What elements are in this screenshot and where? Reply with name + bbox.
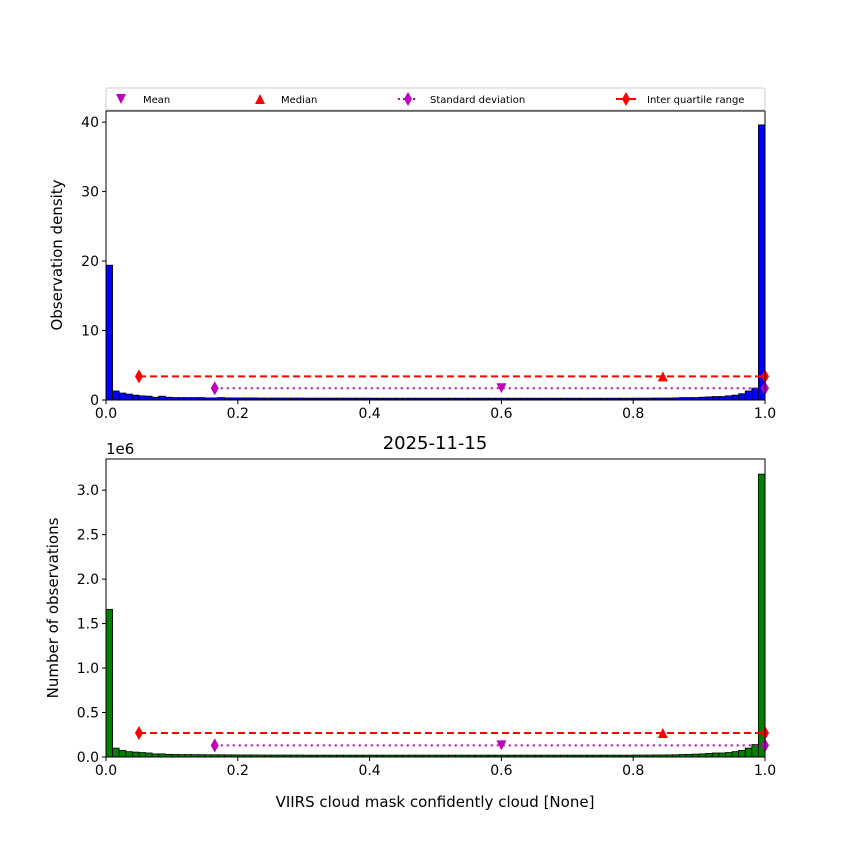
- x-tick-label: 1.0: [754, 763, 776, 779]
- legend-median: Median: [281, 95, 317, 106]
- histogram-bar: [751, 387, 759, 401]
- histogram-bar: [718, 752, 726, 758]
- x-tick-label: 0.4: [358, 763, 380, 779]
- histogram-bar: [105, 608, 113, 758]
- histogram-bar: [138, 395, 146, 401]
- legend-std: Standard deviation: [430, 95, 525, 106]
- histogram-bar: [738, 749, 746, 758]
- legend-iqr: Inter quartile range: [647, 95, 744, 106]
- y-tick-label: 30: [81, 185, 99, 201]
- mean-marker-icon: [116, 94, 126, 104]
- mean-marker: [496, 740, 507, 751]
- histogram-bar: [131, 751, 140, 758]
- count-histogram-axes: 0.0 0.2 0.4 0.6 0.8 1.0 0.0 0.5 1.0 1.5 2.0 2.5 3.0: [77, 458, 776, 779]
- density-histogram-axes: 0.0 0.2 0.4 0.6 0.8 1.0 0 10 20 30 40: [81, 110, 776, 422]
- x-tick-label: 0.8: [622, 763, 644, 779]
- histogram-bar: [738, 393, 746, 401]
- iqr-marker: [134, 725, 143, 740]
- median-marker-icon: [255, 94, 265, 104]
- x-tick-label: 1.0: [754, 406, 776, 422]
- y-tick-label: 0.0: [77, 750, 99, 766]
- offset-label: 1e6: [106, 440, 134, 458]
- legend: Mean Median Standard deviation Inter qua…: [105, 87, 766, 111]
- histogram-bar: [131, 394, 140, 401]
- histogram-bar: [718, 396, 726, 401]
- axes-frame: [105, 458, 766, 758]
- x-axis-label: VIIRS cloud mask confidently cloud [None…: [276, 793, 595, 811]
- histogram-bar: [125, 751, 133, 758]
- y-tick-label: 2.5: [77, 528, 99, 544]
- chart-title: 2025-11-15: [383, 433, 488, 454]
- legend-mean: Mean: [143, 95, 170, 106]
- median-marker: [657, 727, 668, 738]
- histogram-bar: [112, 747, 120, 758]
- std-marker-icon: [404, 92, 412, 106]
- histogram-bar: [118, 392, 127, 401]
- std-marker: [210, 381, 219, 396]
- histogram-bar: [112, 390, 120, 401]
- y-tick-label: 40: [81, 115, 99, 131]
- histogram-bar: [744, 390, 753, 401]
- histogram-bar: [118, 749, 127, 758]
- axes-frame: [105, 110, 766, 401]
- histogram-bar: [758, 124, 766, 401]
- y-tick-label: 0.5: [77, 706, 99, 722]
- y-tick-label: 20: [81, 254, 99, 270]
- x-tick-label: 0.6: [490, 763, 512, 779]
- x-tick-label: 0.4: [358, 406, 380, 422]
- mean-marker: [496, 383, 507, 394]
- x-tick-label: 0.0: [95, 406, 117, 422]
- x-tick-label: 0.2: [227, 406, 249, 422]
- histogram-bar: [744, 747, 753, 758]
- histogram-bar: [145, 395, 153, 401]
- histogram-bar: [705, 753, 713, 758]
- y-tick-label: 0: [90, 393, 99, 409]
- y-axis-label-bottom: Number of observations: [44, 517, 62, 698]
- iqr-marker-icon: [622, 92, 630, 106]
- y-tick-label: 1.0: [77, 661, 99, 677]
- y-tick-label: 1.5: [77, 617, 99, 633]
- x-tick-label: 0.2: [227, 763, 249, 779]
- iqr-marker: [134, 369, 143, 384]
- median-marker: [657, 371, 668, 382]
- y-axis-label-top: Observation density: [48, 179, 66, 330]
- x-tick-label: 0.8: [622, 406, 644, 422]
- histogram-bar: [145, 752, 153, 758]
- histogram-bar: [711, 752, 720, 758]
- y-tick-label: 10: [81, 324, 99, 340]
- histogram-bar: [711, 396, 720, 401]
- x-tick-label: 0.0: [95, 763, 117, 779]
- histogram-bar: [731, 751, 740, 758]
- y-tick-label: 3.0: [77, 483, 99, 499]
- histogram-bar: [105, 264, 113, 401]
- histogram-bar: [138, 752, 146, 758]
- std-marker: [210, 738, 219, 753]
- histogram-bar: [725, 395, 733, 401]
- histogram-bar: [158, 395, 166, 401]
- histogram-bar: [758, 473, 766, 758]
- y-tick-label: 2.0: [77, 572, 99, 588]
- histogram-bar: [731, 394, 740, 401]
- histogram-bar: [725, 752, 733, 758]
- histogram-bar: [125, 393, 133, 401]
- x-tick-label: 0.6: [490, 406, 512, 422]
